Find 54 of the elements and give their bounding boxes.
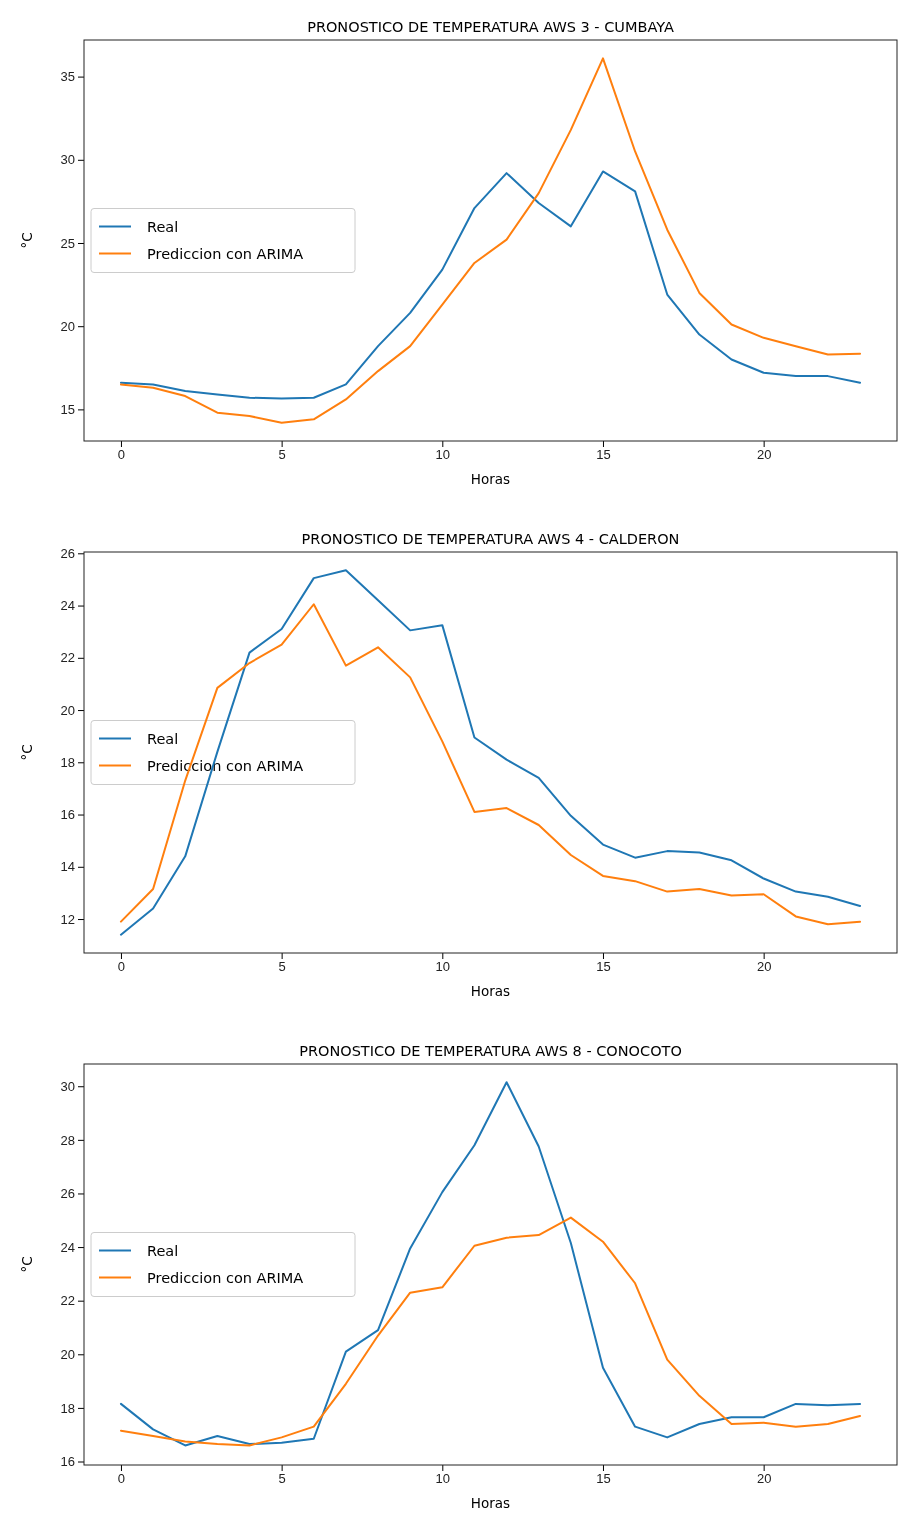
y-tick-label: 20 bbox=[60, 318, 75, 334]
y-axis-title: °C bbox=[19, 232, 35, 249]
y-tick-label: 25 bbox=[60, 235, 75, 251]
chart-title: PRONOSTICO DE TEMPERATURA AWS 8 - CONOCOTO bbox=[299, 1043, 682, 1059]
y-tick-label: 20 bbox=[60, 702, 75, 718]
y-tick-label: 14 bbox=[60, 859, 75, 875]
y-tick-label: 28 bbox=[60, 1132, 75, 1148]
y-tick-label: 22 bbox=[60, 650, 75, 666]
legend-label: Prediccion con ARIMA bbox=[147, 245, 304, 262]
y-axis-title: °C bbox=[19, 744, 35, 761]
chart-title: PRONOSTICO DE TEMPERATURA AWS 3 - CUMBAYA bbox=[307, 19, 674, 35]
y-tick-label: 15 bbox=[60, 402, 75, 418]
y-tick-label: 16 bbox=[60, 807, 75, 823]
x-tick-label: 10 bbox=[435, 447, 451, 463]
y-tick-label: 30 bbox=[60, 1078, 75, 1094]
x-tick-label: 10 bbox=[435, 1471, 451, 1487]
x-tick-label: 10 bbox=[435, 959, 451, 975]
line-series bbox=[119, 57, 862, 424]
y-tick-label: 24 bbox=[60, 598, 75, 614]
x-tick-label: 20 bbox=[756, 1471, 772, 1487]
legend-label: Prediccion con ARIMA bbox=[147, 1269, 304, 1286]
y-tick-label: 12 bbox=[60, 911, 75, 927]
y-tick-label: 18 bbox=[60, 754, 75, 770]
x-tick-label: 15 bbox=[596, 447, 611, 463]
y-tick-label: 22 bbox=[60, 1293, 75, 1309]
chart-title: PRONOSTICO DE TEMPERATURA AWS 4 - CALDERON bbox=[301, 531, 680, 547]
x-tick-label: 0 bbox=[117, 959, 126, 975]
y-tick-label: 30 bbox=[60, 152, 75, 168]
y-tick-label: 20 bbox=[60, 1346, 75, 1362]
legend-label: Real bbox=[147, 218, 179, 235]
x-axis-title: Horas bbox=[470, 983, 511, 999]
line-series bbox=[119, 170, 862, 400]
x-tick-label: 5 bbox=[278, 1471, 286, 1487]
legend-label: Real bbox=[147, 1242, 179, 1259]
line-series bbox=[119, 1216, 862, 1447]
x-tick-label: 5 bbox=[278, 447, 286, 463]
y-axis-title: °C bbox=[19, 1256, 35, 1273]
x-tick-label: 0 bbox=[117, 447, 126, 463]
y-tick-label: 35 bbox=[60, 69, 75, 85]
legend-label: Real bbox=[147, 730, 179, 747]
x-tick-label: 20 bbox=[756, 959, 772, 975]
y-tick-label: 26 bbox=[60, 1186, 75, 1202]
y-tick-label: 16 bbox=[60, 1454, 75, 1470]
y-tick-label: 24 bbox=[60, 1239, 75, 1255]
y-tick-label: 18 bbox=[60, 1400, 75, 1416]
x-axis-title: Horas bbox=[470, 1495, 511, 1511]
x-tick-label: 15 bbox=[596, 959, 611, 975]
x-tick-label: 20 bbox=[756, 447, 772, 463]
x-tick-label: 5 bbox=[278, 959, 286, 975]
x-axis-title: Horas bbox=[470, 471, 511, 487]
x-tick-label: 0 bbox=[117, 1471, 126, 1487]
x-tick-label: 15 bbox=[596, 1471, 611, 1487]
y-tick-label: 26 bbox=[60, 545, 75, 561]
line-series bbox=[119, 1081, 862, 1447]
